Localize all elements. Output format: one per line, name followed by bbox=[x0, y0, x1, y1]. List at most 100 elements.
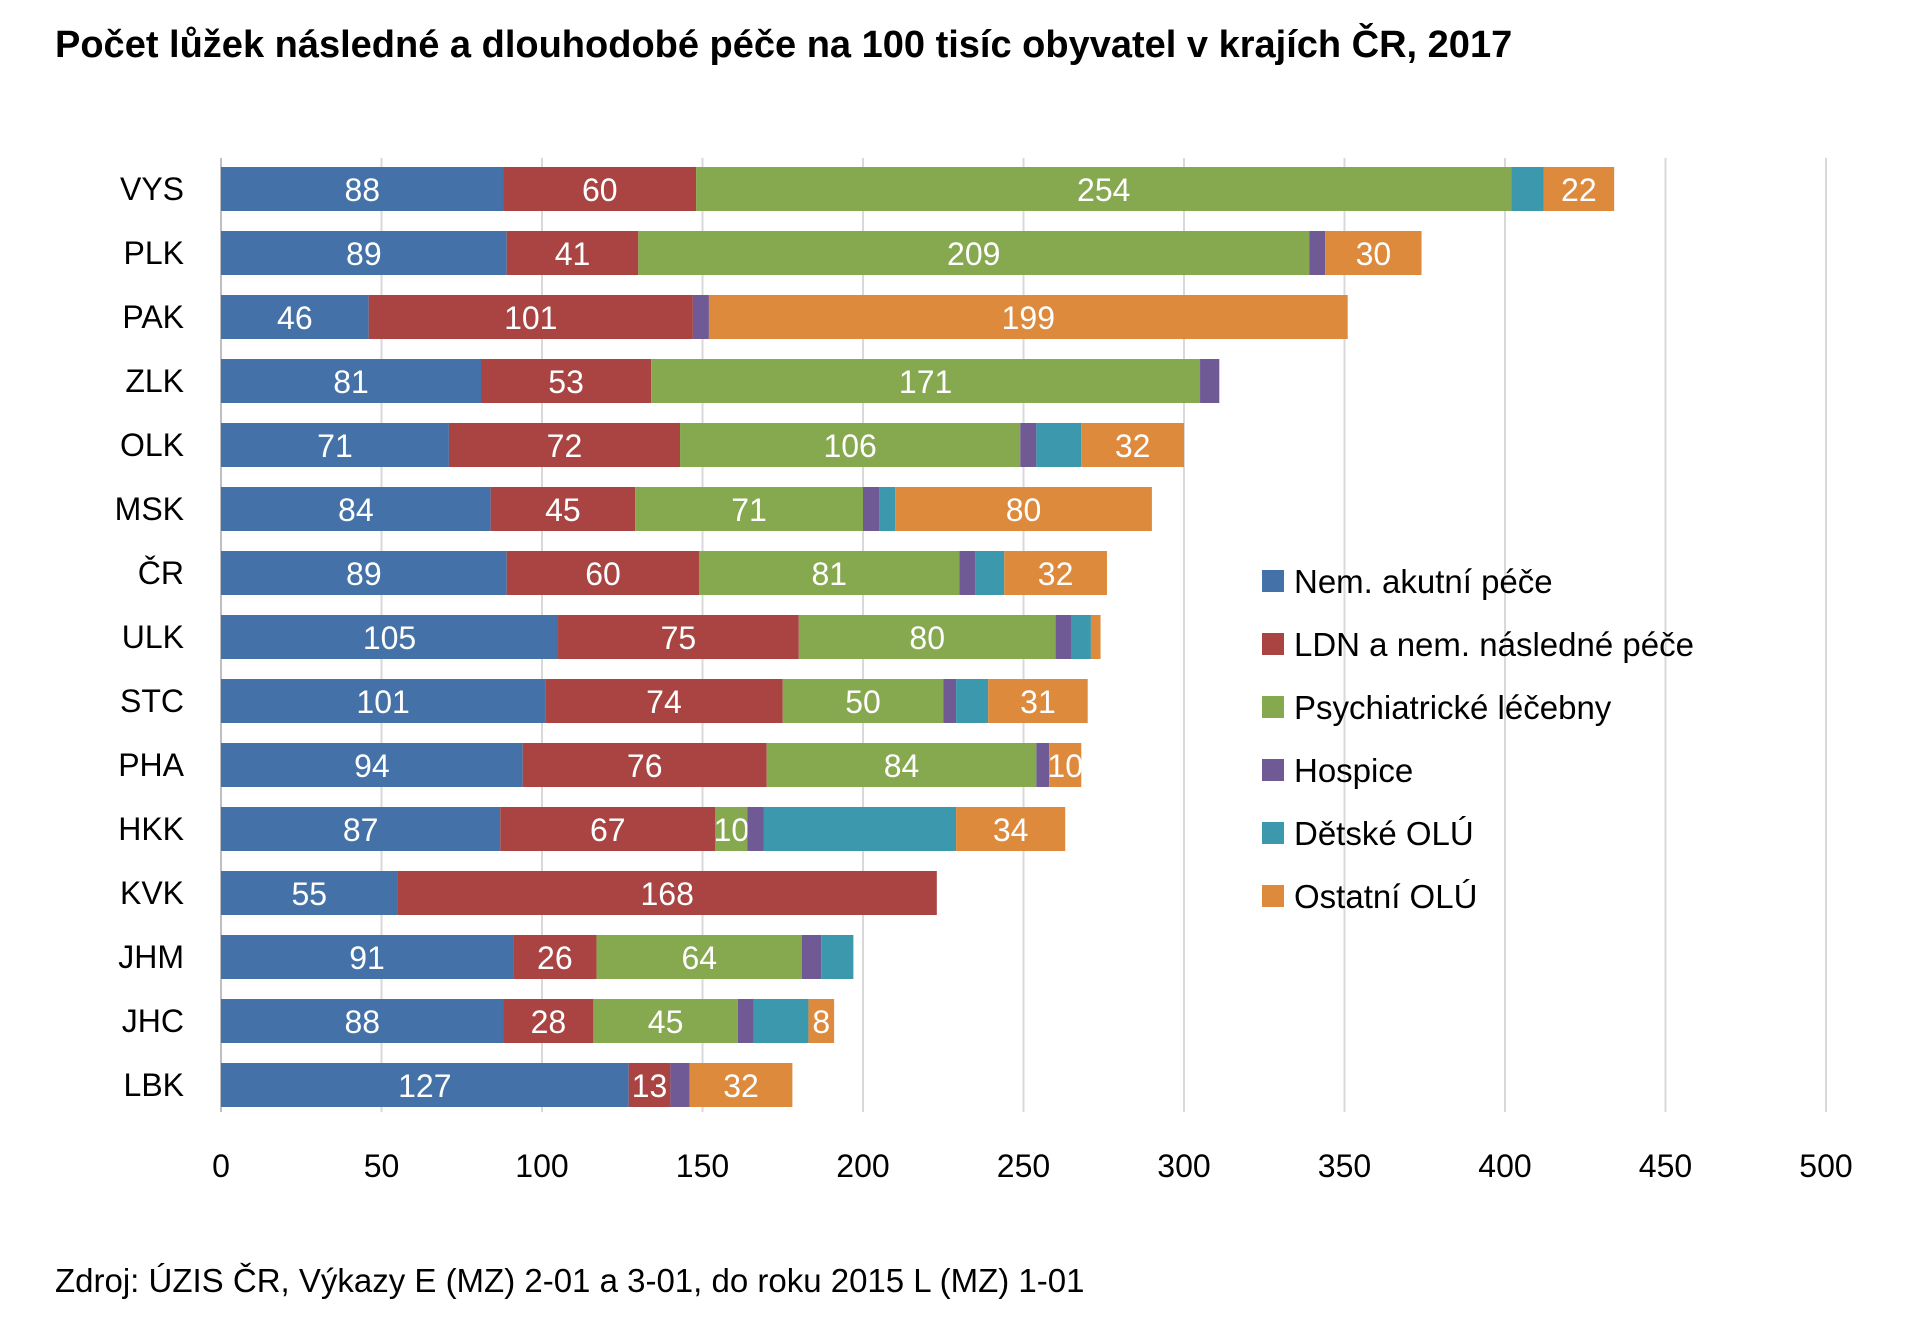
data-label: 199 bbox=[1002, 300, 1055, 336]
bar-segment bbox=[670, 1063, 690, 1107]
category-label: MSK bbox=[115, 491, 184, 527]
bar-segment bbox=[1036, 743, 1050, 787]
x-tick-label: 0 bbox=[212, 1148, 230, 1184]
bar-segment bbox=[368, 295, 693, 339]
bar-segment bbox=[1020, 423, 1037, 467]
bar-segment bbox=[635, 487, 863, 531]
data-label: 209 bbox=[947, 236, 1000, 272]
category-label: VYS bbox=[120, 171, 184, 207]
legend-label: Psychiatrické léčebny bbox=[1294, 689, 1612, 726]
x-tick-label: 400 bbox=[1478, 1148, 1531, 1184]
legend-swatch bbox=[1262, 633, 1284, 655]
data-label: 45 bbox=[648, 1004, 684, 1040]
bar-segment bbox=[221, 743, 523, 787]
data-label: 88 bbox=[344, 172, 380, 208]
x-tick-label: 450 bbox=[1639, 1148, 1692, 1184]
data-label: 10 bbox=[714, 812, 750, 848]
category-label: KVK bbox=[120, 875, 184, 911]
category-labels: VYS PLK PAK ZLK OLK MSK ČR ULK STC PHA HKK KVK JHM JH… bbox=[115, 171, 185, 1103]
bar-segment bbox=[506, 231, 639, 275]
bar-segment bbox=[558, 615, 799, 659]
data-label: 10 bbox=[1047, 748, 1083, 784]
bar-segment bbox=[221, 423, 449, 467]
category-label: ČR bbox=[138, 555, 184, 591]
data-label: 26 bbox=[537, 940, 573, 976]
data-label: 60 bbox=[585, 556, 621, 592]
bar-segment bbox=[1309, 231, 1326, 275]
bar-segment bbox=[1071, 615, 1091, 659]
bar-segment bbox=[221, 935, 514, 979]
data-label: 60 bbox=[582, 172, 618, 208]
legend-label: Hospice bbox=[1294, 752, 1413, 789]
category-label: JHC bbox=[122, 1003, 184, 1039]
category-label: PAK bbox=[122, 299, 184, 335]
bar-segment bbox=[737, 999, 754, 1043]
data-label: 89 bbox=[346, 556, 382, 592]
data-label: 45 bbox=[545, 492, 581, 528]
data-label: 32 bbox=[1115, 428, 1151, 464]
category-label: HKK bbox=[118, 811, 184, 847]
data-label: 105 bbox=[363, 620, 416, 656]
data-label: 81 bbox=[333, 364, 369, 400]
data-label: 71 bbox=[317, 428, 353, 464]
bar-segment bbox=[221, 551, 507, 595]
bar-segment bbox=[397, 871, 937, 915]
bar-segment bbox=[503, 999, 594, 1043]
data-label: 22 bbox=[1561, 172, 1597, 208]
bar-segment bbox=[638, 231, 1310, 275]
bar-segment bbox=[798, 615, 1056, 659]
data-label: 106 bbox=[823, 428, 876, 464]
bar-segment bbox=[699, 551, 960, 595]
bar-segment bbox=[747, 807, 764, 851]
data-label: 80 bbox=[1006, 492, 1042, 528]
bar-segment bbox=[651, 359, 1201, 403]
bar-segment bbox=[943, 679, 957, 723]
data-label: 64 bbox=[681, 940, 717, 976]
bar-segment bbox=[221, 807, 501, 851]
data-label: 72 bbox=[547, 428, 583, 464]
bar-segment bbox=[593, 999, 738, 1043]
bar-segment bbox=[506, 551, 700, 595]
data-label: 87 bbox=[343, 812, 379, 848]
bar-segment bbox=[481, 359, 652, 403]
data-label: 67 bbox=[590, 812, 626, 848]
data-label: 46 bbox=[277, 300, 313, 336]
category-label: ZLK bbox=[125, 363, 184, 399]
category-label: LBK bbox=[124, 1067, 184, 1103]
bar-segment bbox=[1004, 551, 1107, 595]
data-label: 74 bbox=[646, 684, 682, 720]
bar-segment bbox=[221, 359, 482, 403]
data-label: 84 bbox=[884, 748, 920, 784]
bar-segment bbox=[628, 1063, 671, 1107]
bar-segment bbox=[1543, 167, 1615, 211]
legend-swatch bbox=[1262, 885, 1284, 907]
bar-segment bbox=[753, 999, 809, 1043]
bar-segment bbox=[782, 679, 944, 723]
bar-segment bbox=[956, 679, 989, 723]
data-label: 31 bbox=[1020, 684, 1056, 720]
category-label: STC bbox=[120, 683, 184, 719]
data-label: 34 bbox=[993, 812, 1029, 848]
bar-segment bbox=[715, 807, 748, 851]
x-tick-label: 150 bbox=[676, 1148, 729, 1184]
bar-segment bbox=[221, 487, 491, 531]
legend-swatch bbox=[1262, 570, 1284, 592]
bar-segment bbox=[221, 1063, 629, 1107]
bar-segment bbox=[522, 743, 767, 787]
category-label: PHA bbox=[118, 747, 184, 783]
x-tick-label: 300 bbox=[1157, 1148, 1210, 1184]
data-label: 91 bbox=[349, 940, 385, 976]
legend: Nem. akutní péče LDN a nem. následné péče… bbox=[1262, 563, 1694, 915]
bar-segment bbox=[448, 423, 681, 467]
data-label: 8 bbox=[812, 1004, 830, 1040]
bar-segment bbox=[689, 1063, 793, 1107]
bar-segment bbox=[808, 999, 835, 1043]
data-label: 71 bbox=[731, 492, 767, 528]
data-label: 28 bbox=[531, 1004, 567, 1040]
bar-segment bbox=[1049, 743, 1082, 787]
data-label: 75 bbox=[661, 620, 697, 656]
data-label: 32 bbox=[723, 1068, 759, 1104]
legend-swatch bbox=[1262, 759, 1284, 781]
legend-swatch bbox=[1262, 696, 1284, 718]
legend-label: Nem. akutní péče bbox=[1294, 563, 1553, 600]
